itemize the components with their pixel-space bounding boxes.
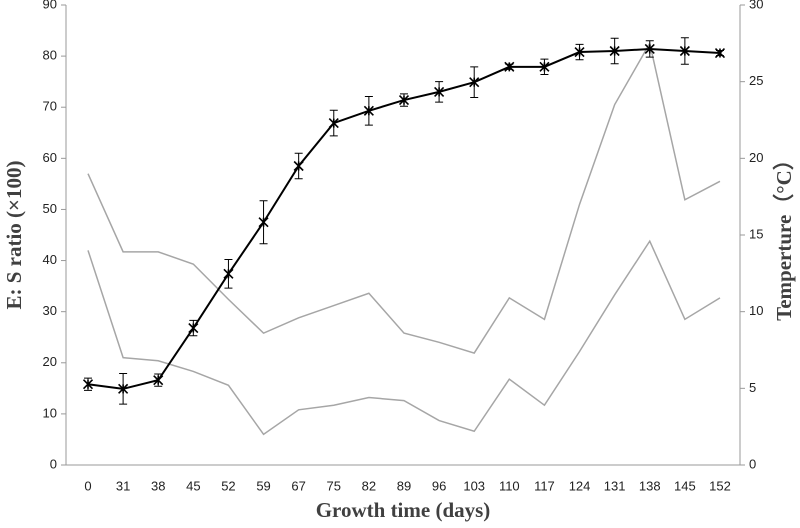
x-tick-label: 152 <box>709 478 731 493</box>
marker <box>609 45 620 57</box>
y-tick-label: 80 <box>43 48 57 63</box>
x-tick-label: 52 <box>221 478 235 493</box>
marker <box>118 383 129 394</box>
marker <box>679 45 690 57</box>
marker <box>153 375 164 386</box>
x-tick-label: 103 <box>463 478 485 493</box>
x-tick-label: 75 <box>327 478 341 493</box>
y2-tick-label: 5 <box>749 380 756 395</box>
marker <box>644 43 655 55</box>
x-tick-label: 96 <box>432 478 446 493</box>
x-tick-label: 82 <box>362 478 376 493</box>
marker <box>223 268 234 279</box>
y-tick-label: 20 <box>43 354 57 369</box>
x-tick-label: 145 <box>674 478 696 493</box>
y-tick-label: 90 <box>43 0 57 11</box>
x-axis-title: Growth time (days) <box>316 498 491 522</box>
marker <box>504 61 515 72</box>
marker <box>714 47 726 59</box>
marker <box>328 118 339 129</box>
x-tick-label: 110 <box>499 478 520 493</box>
marker <box>574 46 585 58</box>
marker <box>434 86 445 97</box>
marker <box>258 217 269 228</box>
y-tick-label: 40 <box>43 252 57 267</box>
y-tick-label: 30 <box>43 303 57 318</box>
x-tick-label: 117 <box>534 478 555 493</box>
y2-axis-title: Temperture（°C） <box>772 149 796 321</box>
y2-tick-label: 10 <box>749 303 763 318</box>
x-tick-label: 45 <box>186 478 200 493</box>
y2-tick-label: 25 <box>749 73 763 88</box>
y2-tick-label: 30 <box>749 0 763 11</box>
marker <box>293 160 304 172</box>
x-tick-label: 59 <box>256 478 270 493</box>
y2-tick-label: 15 <box>749 226 763 241</box>
y-axis-title: E: S ratio (×100) <box>2 160 26 309</box>
series-line <box>87 239 721 436</box>
marker <box>469 77 480 88</box>
x-tick-label: 67 <box>291 478 305 493</box>
marker <box>82 379 94 390</box>
y-tick-label: 10 <box>43 405 57 420</box>
marker <box>188 322 199 334</box>
y-tick-label: 0 <box>50 456 57 471</box>
x-tick-label: 124 <box>569 478 591 493</box>
marker <box>363 105 374 116</box>
series-line <box>87 41 721 354</box>
y2-tick-label: 20 <box>749 150 763 165</box>
marker <box>539 61 550 72</box>
y2-tick-label: 0 <box>749 456 756 471</box>
y-tick-label: 70 <box>43 99 57 114</box>
marker <box>398 95 410 106</box>
x-tick-label: 38 <box>151 478 165 493</box>
y-tick-label: 60 <box>43 150 57 165</box>
x-tick-label: 131 <box>604 478 626 493</box>
y-tick-label: 50 <box>43 201 57 216</box>
x-tick-label: 0 <box>84 478 91 493</box>
x-tick-label: 89 <box>397 478 411 493</box>
x-tick-label: 138 <box>639 478 661 493</box>
x-tick-label: 31 <box>116 478 130 493</box>
